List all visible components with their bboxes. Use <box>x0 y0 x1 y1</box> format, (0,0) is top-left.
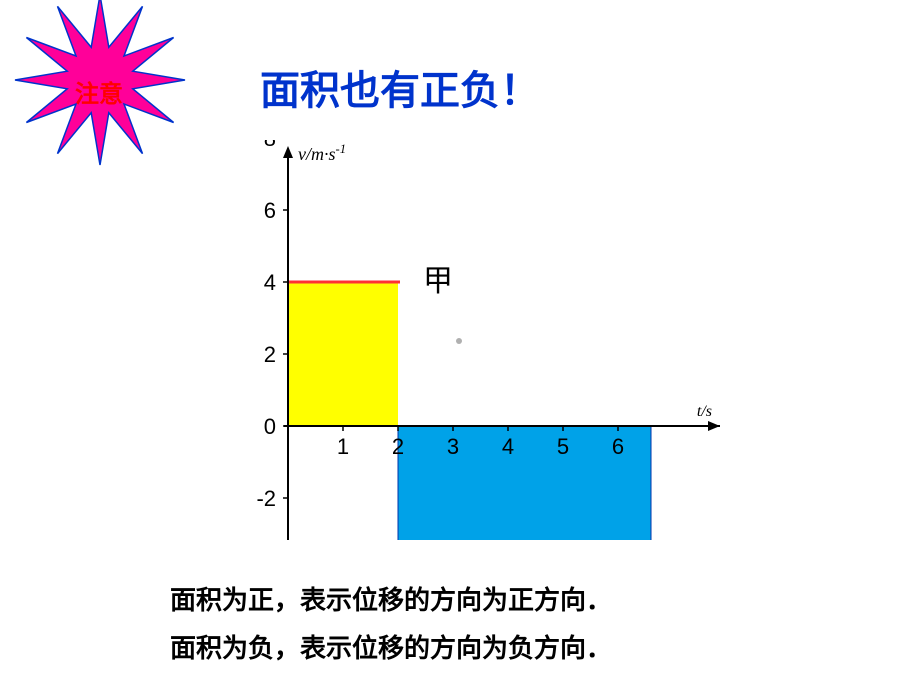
svg-text:t/s: t/s <box>697 403 712 420</box>
svg-text:4: 4 <box>264 270 276 295</box>
svg-text:0: 0 <box>264 414 276 439</box>
slide: 注意 面积也有正负！ -4-20246810123456v/m·s-1t/s甲乙… <box>0 0 920 690</box>
starburst-label: 注意 <box>75 74 123 109</box>
svg-text:4: 4 <box>502 434 514 459</box>
svg-text:1: 1 <box>337 434 349 459</box>
svg-text:2: 2 <box>264 342 276 367</box>
svg-text:6: 6 <box>612 434 624 459</box>
caption-positive: 面积为正，表示位移的方向为正方向． <box>170 580 612 617</box>
svg-text:甲: 甲 <box>423 265 453 298</box>
svg-text:5: 5 <box>557 434 569 459</box>
caption-negative: 面积为负，表示位移的方向为负方向． <box>170 628 612 665</box>
svg-text:6: 6 <box>264 198 276 223</box>
slide-title: 面积也有正负！ <box>260 58 540 116</box>
svg-text:3: 3 <box>447 434 459 459</box>
svg-text:-2: -2 <box>256 486 276 511</box>
svg-text:2: 2 <box>392 434 404 459</box>
center-dot <box>456 338 462 344</box>
svg-text:v/m·s-1: v/m·s-1 <box>298 142 346 164</box>
svg-text:8: 8 <box>264 140 276 151</box>
